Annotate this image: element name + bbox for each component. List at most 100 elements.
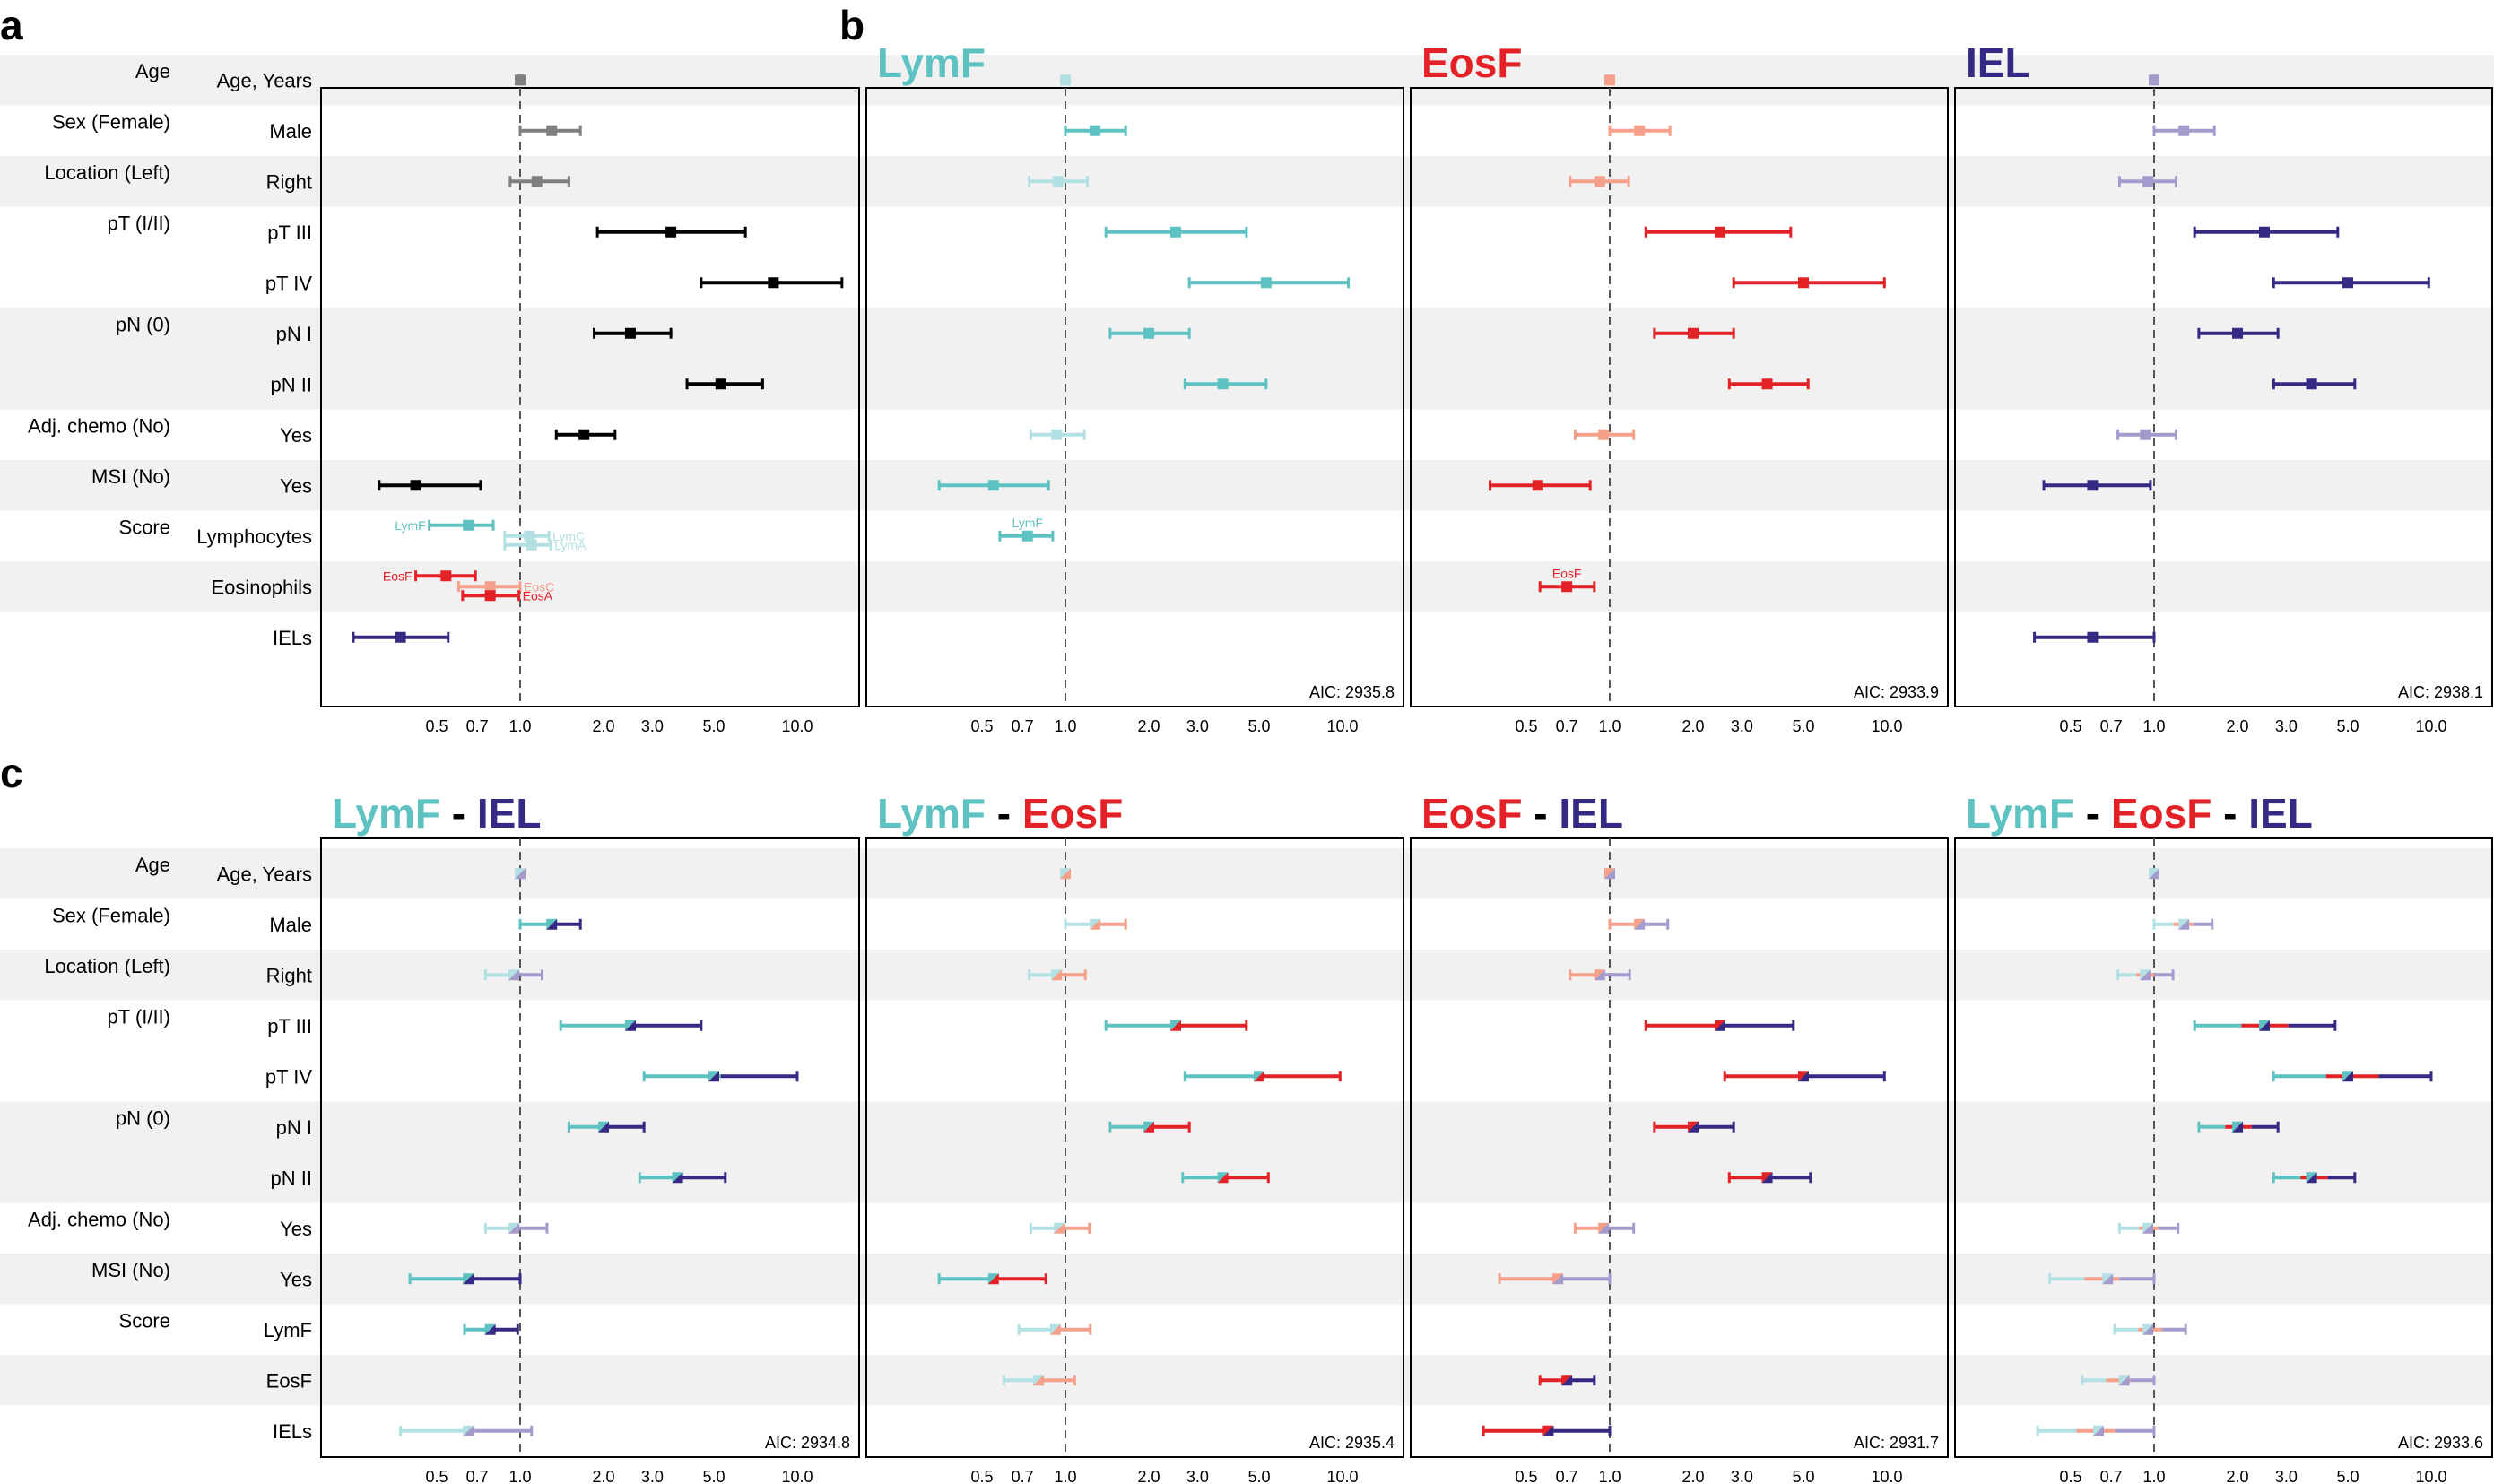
plot-title-part: -: [2074, 790, 2111, 837]
x-tick-label: 1.0: [508, 717, 531, 735]
forest-mark-b3-row5-point: [2232, 327, 2244, 339]
forest-mark-b2-row10-point: [1561, 581, 1573, 593]
forest-mark-b3-row8-point: [2087, 480, 2099, 491]
x-tick-label: 5.0: [1792, 717, 1814, 735]
forest-mark-c2-row2-point-half: [1594, 969, 1605, 981]
x-tick-label: 1.0: [1598, 717, 1621, 735]
forest-mark-b3-row0-point: [2149, 74, 2159, 86]
forest-mark-b2-row5-point: [1688, 327, 1699, 339]
x-tick-label: 0.7: [1012, 1468, 1034, 1484]
group-label: Adj. chemo (No): [28, 1209, 170, 1231]
plot-title-part: IEL: [2248, 790, 2313, 837]
plot-title-c2: EosF - IEL: [1421, 790, 1623, 837]
forest-mark-b1-row7-point: [1051, 429, 1063, 440]
forest-mark-a-row11-point: [395, 631, 406, 643]
forest-mark-c1-row3-point-half: [1169, 1020, 1181, 1031]
panel-letter-c: c: [0, 750, 23, 796]
forest-mark-b2-row8-point: [1532, 480, 1543, 491]
x-tick-label: 0.5: [1515, 1468, 1537, 1484]
plot-title-c1: LymF - EosF: [877, 790, 1123, 837]
row-label: Right: [266, 170, 312, 193]
forest-mark-a-row4-point: [768, 277, 779, 289]
forest-mark-c0-row3-point-half: [624, 1020, 636, 1031]
group-label: Score: [119, 516, 170, 539]
row-label: Yes: [280, 474, 312, 497]
forest-mark-c2-row0-point-half: [1604, 868, 1615, 880]
plot-title-part: IEL: [1966, 39, 2030, 86]
group-label: Age: [135, 60, 170, 82]
plot-panels: 0.5 0.7 1.0 2.0 3.0 5.0 10.0 0.5 0.7 1.0 2.0 3.0 5.0…: [320, 39, 2493, 1484]
forest-mark-c3-row8-point-half: [2102, 1273, 2114, 1285]
plot-title-part: EosF: [1421, 790, 1522, 837]
forest-mark-c3-row2-point-half: [2140, 969, 2151, 981]
group-label: MSI (No): [91, 1259, 170, 1281]
forest-mark-c2-row11-point-half: [1542, 1425, 1554, 1436]
x-tick-label: 5.0: [1792, 1468, 1814, 1484]
row-stripe: [0, 1355, 2494, 1406]
row-label: EosF: [266, 1369, 312, 1392]
x-tick-label: 0.7: [1012, 717, 1034, 735]
forest-mark-c0-row5-point-half: [598, 1121, 610, 1133]
aic-label-c0: AIC: 2934.8: [765, 1434, 850, 1452]
row-label: pN II: [271, 373, 312, 395]
plot-title-part: -: [440, 790, 477, 837]
forest-mark-c1-row9-point-half: [1049, 1323, 1061, 1335]
forest-mark-b3-row2-point: [2142, 176, 2154, 187]
forest-mark-b1-row4-point: [1260, 277, 1272, 289]
forest-mark-c1-row6-point-half: [1217, 1172, 1229, 1184]
forest-mark-c3-row4-point-half: [2342, 1071, 2353, 1082]
forest-mark-b1-row9-point: [1021, 530, 1033, 542]
x-tick-label: 3.0: [641, 1468, 664, 1484]
x-tick-label: 10.0: [2415, 1468, 2446, 1484]
plot-frame-b3: [1954, 87, 2493, 707]
forest-mark-c0-row9-point-half: [484, 1323, 496, 1335]
row-stripe: [0, 55, 2494, 106]
plot-title-part: EosF: [1022, 790, 1123, 837]
group-label: Age: [135, 854, 170, 876]
row-label: pN I: [276, 323, 312, 345]
forest-mark-c1-row5-point-half: [1143, 1121, 1155, 1133]
x-tick-label: 5.0: [1247, 717, 1270, 735]
x-tick-label: 1.0: [2142, 1468, 2165, 1484]
x-tick-label: 10.0: [781, 717, 813, 735]
x-tick-label: 0.7: [2100, 717, 2123, 735]
x-tick-label: 1.0: [1598, 1468, 1621, 1484]
plot-title-part: IEL: [1559, 790, 1623, 837]
plot-frame-b1: [865, 87, 1404, 707]
plot-frame-c2: [1410, 837, 1949, 1458]
x-tick-label: 2.0: [2227, 717, 2249, 735]
forest-mark-a-row3-point: [665, 226, 677, 238]
forest-mark-c1-row10-point-half: [1033, 1375, 1045, 1386]
forest-mark-a-row10-label: EosF: [383, 568, 413, 583]
x-tick-label: 2.0: [593, 1468, 615, 1484]
plot-title-b2: EosF: [1421, 39, 1522, 86]
x-tick-label: 0.5: [2059, 1468, 2081, 1484]
forest-mark-a-row9-point: [524, 530, 535, 542]
row-stripe: [0, 308, 2494, 359]
forest-mark-a-row9-label: LymA: [554, 538, 587, 552]
x-tick-label: 0.7: [2100, 1468, 2123, 1484]
group-label: Sex (Female): [52, 111, 170, 134]
row-label: pT IV: [265, 1065, 313, 1088]
forest-mark-b2-row7-point: [1598, 429, 1610, 440]
forest-mark-c3-row10-point-half: [2118, 1375, 2130, 1386]
x-tick-label: 2.0: [1682, 717, 1705, 735]
group-label: MSI (No): [91, 465, 170, 488]
forest-mark-a-row9-label: LymF: [395, 518, 425, 533]
forest-mark-c3-row0-point-half: [2149, 868, 2159, 880]
x-tick-label: 1.0: [1054, 1468, 1076, 1484]
x-tick-label: 10.0: [1871, 717, 1902, 735]
row-label: pT III: [267, 1015, 312, 1037]
x-tick-label: 0.7: [466, 1468, 489, 1484]
x-tick-label: 1.0: [1054, 717, 1076, 735]
forest-mark-c0-row6-point-half: [672, 1172, 683, 1184]
row-label: Male: [269, 120, 312, 143]
x-tick-label: 2.0: [1138, 1468, 1160, 1484]
forest-mark-c1-row4-point-half: [1253, 1071, 1264, 1082]
x-tick-label: 0.5: [970, 717, 993, 735]
forest-mark-a-row1-point: [546, 125, 558, 136]
x-tick-label: 0.7: [1556, 1468, 1578, 1484]
forest-mark-b3-row6-point: [2306, 378, 2317, 390]
plot-title-part: IEL: [477, 790, 542, 837]
